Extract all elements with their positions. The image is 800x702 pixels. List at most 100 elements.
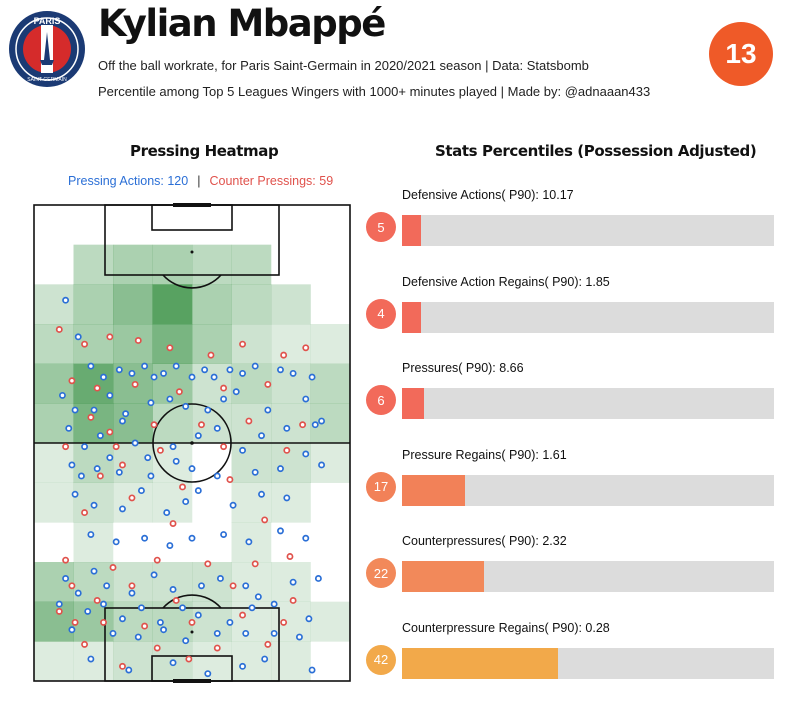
pressing-action-point xyxy=(147,399,155,407)
pressing-action-point xyxy=(308,373,316,381)
counter-pressing-point xyxy=(93,596,101,604)
pressing-action-point xyxy=(62,575,70,582)
heatmap-cell xyxy=(152,244,193,285)
pressing-action-point xyxy=(258,432,265,440)
counter-pressing-point xyxy=(156,446,164,454)
counter-pressing-point xyxy=(62,443,70,451)
counter-pressing-point xyxy=(286,553,294,560)
counter-pressing-point xyxy=(106,428,114,436)
pressing-action-point xyxy=(242,629,250,637)
pressing-action-point xyxy=(71,490,79,498)
stat-bar-track xyxy=(402,647,774,679)
subtitle-season: Off the ball workrate, for Paris Saint-G… xyxy=(98,58,589,73)
pressing-action-point xyxy=(220,395,228,403)
counter-pressing-point xyxy=(68,377,76,385)
stat-percentile-badge: 6 xyxy=(366,385,396,415)
pressing-action-point xyxy=(77,472,85,480)
pressing-action-point xyxy=(194,611,202,619)
pressing-action-point xyxy=(106,391,114,399)
counter-pressing-point xyxy=(128,582,136,590)
pressing-action-point xyxy=(226,618,234,626)
counter-pressing-point xyxy=(239,611,247,619)
pressing-action-point xyxy=(289,369,297,377)
pressing-action-point xyxy=(242,582,250,590)
stat-label: Defensive Actions( P90): 10.17 xyxy=(402,188,574,202)
counter-pressing-point xyxy=(299,421,307,429)
counter-pressing-point xyxy=(166,344,174,352)
stat-bar-track xyxy=(402,561,774,592)
counter-pressing-point xyxy=(245,417,253,425)
pressing-action-point xyxy=(216,575,224,582)
pressing-action-point xyxy=(182,498,190,506)
pressing-action-point xyxy=(182,402,190,410)
pressing-action-point xyxy=(115,468,123,476)
heatmap-cell xyxy=(113,641,153,682)
heatmap-cell xyxy=(310,324,351,364)
stat-bar-track xyxy=(402,474,774,506)
stat-row: Pressures( P90): 8.66 6 xyxy=(366,361,786,421)
player-name: Kylian Mbappé xyxy=(98,2,386,45)
stat-bar-fill xyxy=(402,474,466,506)
top-six-yard-box xyxy=(151,204,233,231)
heatmap-title: Pressing Heatmap xyxy=(130,142,279,160)
pressing-action-point xyxy=(245,538,253,546)
counter-pressing-point xyxy=(185,655,193,663)
heatmap-cell xyxy=(34,403,74,444)
heatmap-cell xyxy=(34,324,74,364)
svg-text:PARIS: PARIS xyxy=(34,16,61,26)
pressing-action-point xyxy=(119,505,126,513)
pressing-action-point xyxy=(166,542,174,549)
pressing-action-point xyxy=(295,633,303,641)
pressing-action-point xyxy=(128,369,136,377)
pressing-action-point xyxy=(277,527,284,535)
counter-pressing-point xyxy=(112,443,120,451)
heatmap-cell xyxy=(271,641,311,682)
pressing-action-point xyxy=(112,538,120,546)
counter-pressing-point xyxy=(220,443,228,451)
pressing-action-point xyxy=(141,362,149,370)
counter-pressing-point xyxy=(55,607,63,615)
counter-pressing-point xyxy=(280,351,288,359)
counter-pressing-point xyxy=(198,421,205,429)
pressing-action-point xyxy=(194,432,202,440)
pressing-action-point xyxy=(311,421,319,429)
heatmap-cell xyxy=(113,443,153,483)
pressing-action-point xyxy=(81,443,89,451)
heatmap-cell xyxy=(231,284,272,325)
counter-pressing-point xyxy=(153,644,161,652)
pressing-action-point xyxy=(302,534,310,542)
pressing-action-point xyxy=(229,501,237,509)
heatmap-cell xyxy=(271,324,311,364)
pressing-action-point xyxy=(172,457,180,465)
pressing-action-point xyxy=(141,534,149,542)
pressing-action-point xyxy=(115,366,123,374)
stat-label: Counterpressure Regains( P90): 0.28 xyxy=(402,620,610,635)
counter-pressing-point xyxy=(204,560,212,568)
counter-pressing-point xyxy=(261,516,269,524)
pressing-action-point xyxy=(213,424,221,432)
stat-bar-track xyxy=(402,388,774,419)
pressing-action-point xyxy=(302,395,310,403)
counter-pressing-point xyxy=(119,461,126,469)
pressing-action-point xyxy=(163,509,171,517)
pressing-action-point xyxy=(144,454,152,462)
pressing-action-point xyxy=(188,373,196,381)
stat-label: Pressures( P90): 8.66 xyxy=(402,361,524,375)
pressing-action-point xyxy=(103,582,111,590)
stat-label: Pressure Regains( P90): 1.61 xyxy=(402,447,567,462)
pressing-action-point xyxy=(125,666,133,674)
stat-row: Pressure Regains( P90): 1.61 17 xyxy=(366,448,786,508)
pressing-action-point xyxy=(58,391,66,399)
stat-bar-fill xyxy=(402,647,559,679)
pressing-action-point xyxy=(137,604,145,612)
pressing-action-point xyxy=(106,454,114,462)
counter-pressing-point xyxy=(229,582,237,590)
heatmap-cell xyxy=(113,244,153,285)
stat-bar-fill xyxy=(402,215,421,246)
pressing-action-point xyxy=(308,666,316,674)
svg-text:SAINT-GERMAIN: SAINT-GERMAIN xyxy=(27,77,67,83)
pressing-action-point xyxy=(166,395,174,403)
counter-pressing-point xyxy=(150,421,158,429)
counter-pressing-point xyxy=(87,413,95,421)
pressing-action-point xyxy=(90,567,98,575)
